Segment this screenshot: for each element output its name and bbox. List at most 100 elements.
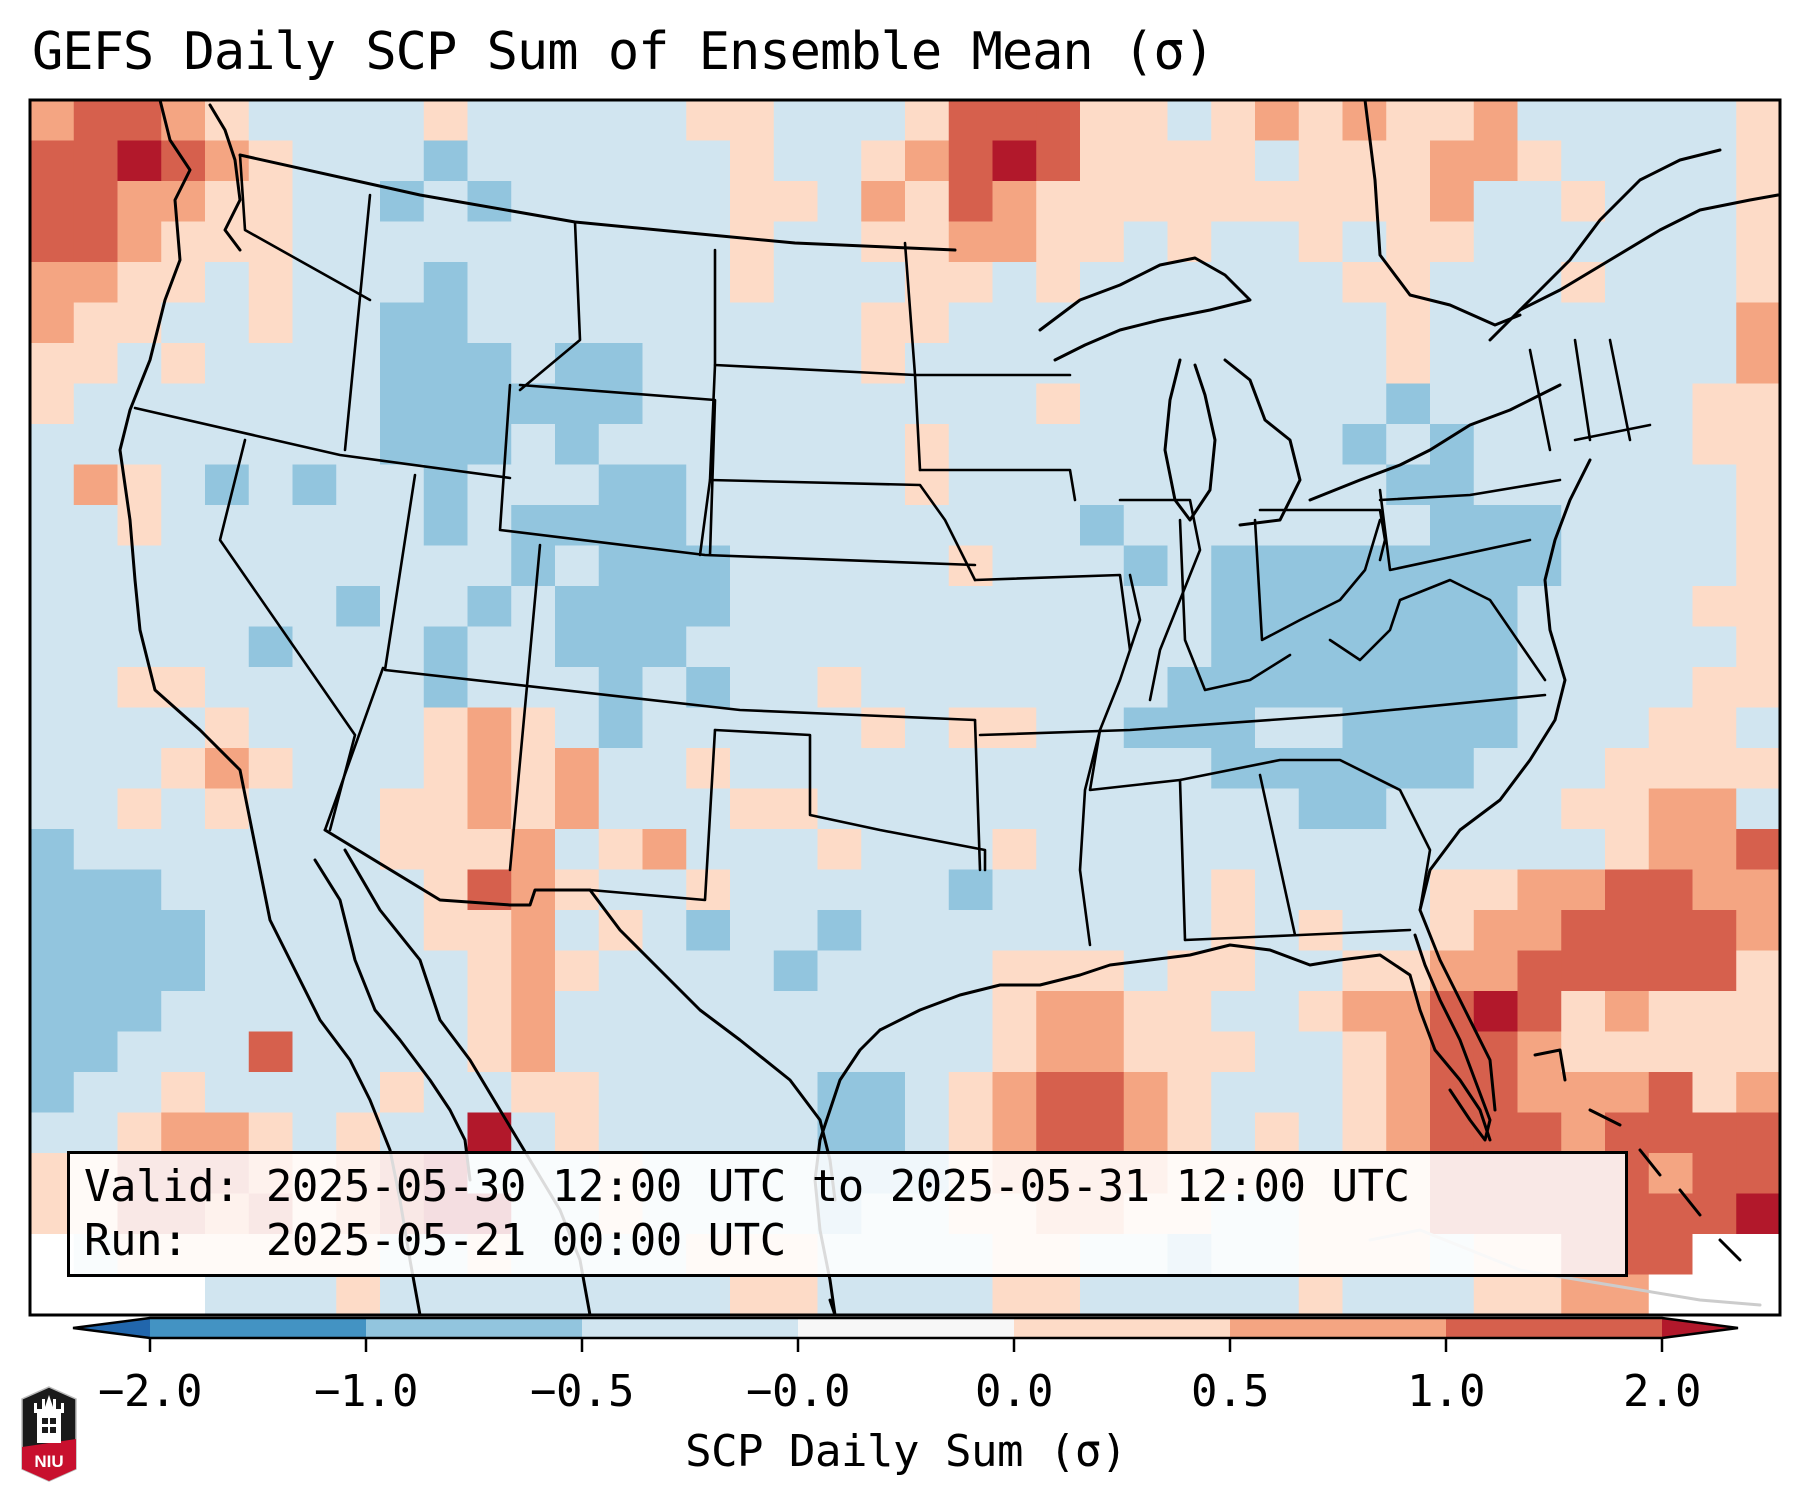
grid-cell	[30, 1031, 75, 1073]
grid-cell	[1473, 910, 1519, 952]
grid-cell	[1342, 1112, 1387, 1154]
figure-title: GEFS Daily SCP Sum of Ensemble Mean (σ)	[32, 22, 1215, 82]
grid-cell	[817, 1274, 862, 1315]
grid-cell	[817, 667, 862, 709]
grid-cell	[642, 829, 687, 871]
grid-cell	[773, 302, 819, 344]
grid-cell	[423, 1274, 469, 1315]
grid-cell	[1167, 748, 1212, 790]
grid-cell	[817, 505, 862, 547]
grid-cell	[948, 221, 994, 263]
grid-cell	[1080, 221, 1125, 263]
grid-cell	[817, 626, 862, 668]
grid-cell	[948, 140, 994, 182]
grid-cell	[467, 626, 512, 668]
run-time-text: Run: 2025-05-21 00:00 UTC	[84, 1215, 786, 1266]
grid-cell	[1430, 748, 1475, 790]
grid-cell	[1386, 505, 1431, 547]
grid-cell	[1080, 1112, 1125, 1154]
grid-cell	[248, 505, 294, 547]
grid-cell	[1517, 991, 1562, 1033]
grid-cell	[1211, 1274, 1256, 1315]
grid-cell	[861, 1072, 906, 1114]
grid-cell	[205, 1112, 250, 1154]
grid-cell	[598, 950, 644, 992]
grid-cell	[1561, 181, 1606, 223]
grid-cell	[861, 140, 906, 182]
grid-cell	[1605, 302, 1650, 344]
grid-cell	[1473, 181, 1519, 223]
grid-cell	[1255, 100, 1300, 142]
grid-cell	[817, 343, 862, 385]
border-us-mexico	[323, 828, 837, 1202]
grid-cell	[1736, 1274, 1780, 1315]
grid-cell	[248, 1274, 294, 1315]
grid-cell	[598, 829, 644, 871]
grid-cell	[423, 100, 469, 142]
grid-cell	[205, 788, 250, 830]
grid-cell	[773, 950, 819, 992]
grid-cell	[1298, 667, 1344, 709]
grid-cell	[336, 545, 381, 587]
grid-cell	[598, 100, 644, 142]
grid-cell	[161, 586, 206, 628]
grid-cell	[642, 262, 687, 304]
grid-cell	[1036, 910, 1081, 952]
grid-cell	[1517, 829, 1562, 871]
grid-cell	[1036, 667, 1081, 709]
grid-cell	[948, 788, 994, 830]
grid-cell	[161, 221, 206, 263]
grid-cell	[117, 545, 162, 587]
grid-cell	[730, 910, 775, 952]
colorbar-tick-label: 0.0	[975, 1366, 1053, 1417]
grid-cell	[642, 140, 687, 182]
grid-cell	[1473, 140, 1519, 182]
grid-cell	[380, 1031, 425, 1073]
grid-cell	[1736, 991, 1780, 1033]
grid-cell	[861, 262, 906, 304]
grid-cell	[1648, 140, 1694, 182]
grid-cell	[555, 829, 600, 871]
grid-cell	[992, 140, 1037, 182]
grid-cell	[905, 869, 950, 911]
grid-cell	[1561, 343, 1606, 385]
grid-cell	[992, 100, 1037, 142]
grid-cell	[1123, 829, 1169, 871]
grid-cell	[1167, 586, 1212, 628]
grid-cell	[423, 262, 469, 304]
grid-cell	[1517, 1274, 1562, 1315]
grid-cell	[1430, 707, 1475, 749]
grid-cell	[1167, 1072, 1212, 1114]
grid-cell	[1473, 748, 1519, 790]
grid-cell	[1036, 869, 1081, 911]
grid-cell	[292, 1031, 337, 1073]
grid-cell	[117, 140, 162, 182]
grid-cell	[1605, 950, 1650, 992]
grid-cell	[817, 910, 862, 952]
grid-cell	[686, 505, 731, 547]
grid-cell	[1648, 586, 1694, 628]
grid-cell	[905, 545, 950, 587]
grid-cell	[1517, 424, 1562, 466]
grid-cell	[1692, 1234, 1737, 1276]
grid-cell	[117, 1031, 162, 1073]
grid-cell	[511, 262, 556, 304]
grid-cell	[861, 302, 906, 344]
grid-cell	[1517, 221, 1562, 263]
grid-cell	[905, 100, 950, 142]
grid-cell	[730, 991, 775, 1033]
grid-cell	[1036, 181, 1081, 223]
grid-cell	[861, 1112, 906, 1154]
grid-cell	[511, 545, 556, 587]
grid-cell	[1561, 707, 1606, 749]
grid-cell	[1167, 424, 1212, 466]
grid-cell	[511, 464, 556, 506]
grid-cell	[117, 910, 162, 952]
grid-cell	[1736, 1031, 1780, 1073]
grid-cell	[905, 1031, 950, 1073]
grid-cell	[1342, 748, 1387, 790]
grid-cell	[73, 545, 119, 587]
grid-cell	[686, 1031, 731, 1073]
grid-cell	[1517, 545, 1562, 587]
coastline-puget	[208, 103, 242, 252]
